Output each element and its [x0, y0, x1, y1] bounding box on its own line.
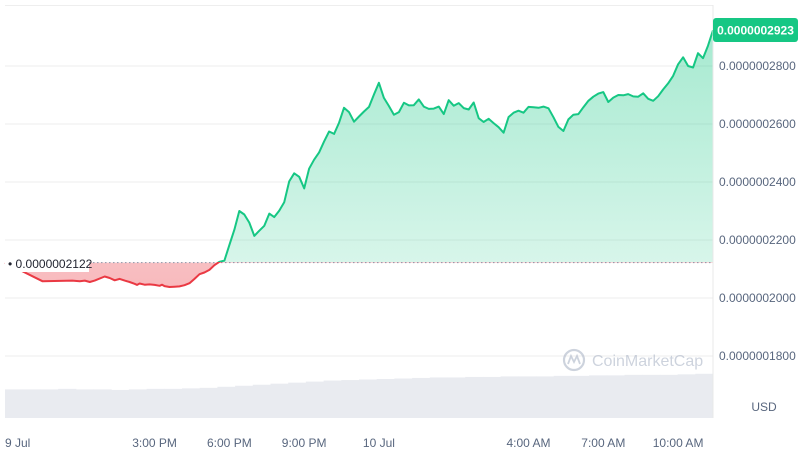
volume-bar: [606, 375, 625, 418]
y-tick-label: 0.0000001800: [719, 349, 796, 363]
x-tick-label: 4:00 AM: [507, 436, 551, 450]
volume-bar: [412, 377, 431, 418]
volume-bar: [235, 385, 254, 418]
volume-bar: [659, 374, 679, 418]
baseline-label-group: • 0.0000002122: [5, 254, 93, 272]
price-area-down: [5, 262, 713, 287]
volume-bar: [447, 377, 466, 418]
volume-bar: [128, 389, 148, 418]
volume-bar: [288, 382, 307, 418]
price-line-up: [5, 29, 713, 262]
baseline-label-value: 0.0000002122: [16, 257, 93, 271]
volume-bar: [305, 381, 325, 418]
y-tick-label: 0.0000002800: [719, 59, 796, 73]
volume-bar: [22, 389, 41, 418]
x-axis: 9 Jul 3:00 PM 6:00 PM 9:00 PM 10 Jul 4:00 AM 7…: [5, 436, 703, 450]
x-tick-label: 9 Jul: [5, 436, 30, 450]
volume-bar: [376, 379, 395, 418]
x-tick-label: 6:00 PM: [207, 436, 252, 450]
volume-bar: [536, 376, 555, 418]
volume-bar: [394, 378, 413, 418]
y-tick-label: 0.0000002000: [719, 291, 796, 305]
price-line-down: [4, 262, 223, 288]
volume-bar: [589, 375, 608, 418]
volume-bar: [182, 388, 201, 418]
volume-bar: [624, 374, 643, 418]
currency-label: USD: [751, 400, 777, 414]
y-tick-label: 0.0000002200: [719, 233, 796, 247]
y-axis: 0.0000002800 0.0000002600 0.0000002400 0.00…: [719, 59, 796, 363]
watermark: CoinMarketCap: [562, 348, 703, 372]
volume-bar: [642, 374, 661, 418]
x-tick-label: 7:00 AM: [581, 436, 625, 450]
volume-bar: [323, 380, 342, 418]
volume-bar: [270, 383, 289, 418]
volume-bar: [677, 374, 696, 418]
volume-bar: [146, 388, 165, 418]
price-line: [4, 29, 713, 288]
volume-bar: [40, 389, 59, 418]
volume-bar: [695, 373, 714, 418]
coinmarketcap-logo-icon: [562, 348, 586, 372]
volume-bar: [199, 387, 218, 418]
coinmarketcap-logo-mark: [567, 353, 581, 365]
volume-bar: [111, 389, 130, 418]
y-tick-label: 0.0000002400: [719, 175, 796, 189]
volume-bar: [518, 376, 537, 418]
volume-bar: [164, 388, 183, 418]
current-price-badge: 0.0000002923: [713, 18, 798, 42]
volume-bar: [482, 376, 502, 418]
volume-bar: [429, 377, 448, 418]
current-price-badge-bg: [713, 18, 798, 42]
price-area: [5, 30, 713, 287]
volume-bar: [341, 380, 360, 418]
volume-bar: [500, 376, 519, 418]
x-tick-label: 9:00 PM: [282, 436, 327, 450]
watermark-text: CoinMarketCap: [592, 353, 703, 370]
baseline-label: • 0.0000002122: [8, 257, 93, 271]
volume-bar: [217, 386, 236, 418]
volume-bar: [58, 388, 77, 418]
volume-bar: [359, 379, 378, 418]
volume-bar: [553, 375, 572, 418]
volume-bars: [5, 373, 714, 418]
price-area-up: [219, 30, 713, 262]
volume-bar: [5, 389, 24, 418]
volume-bar: [93, 389, 112, 418]
volume-bar: [465, 376, 484, 418]
x-tick-label: 10 Jul: [363, 436, 395, 450]
x-tick-label: 3:00 PM: [132, 436, 177, 450]
current-price-label: 0.0000002923: [717, 24, 794, 38]
volume-bar: [571, 375, 590, 418]
volume-bar: [252, 384, 271, 418]
x-tick-label: 10:00 AM: [653, 436, 704, 450]
y-tick-label: 0.0000002600: [719, 117, 796, 131]
volume-bar: [75, 389, 94, 418]
baseline-label-bg: [5, 254, 89, 272]
